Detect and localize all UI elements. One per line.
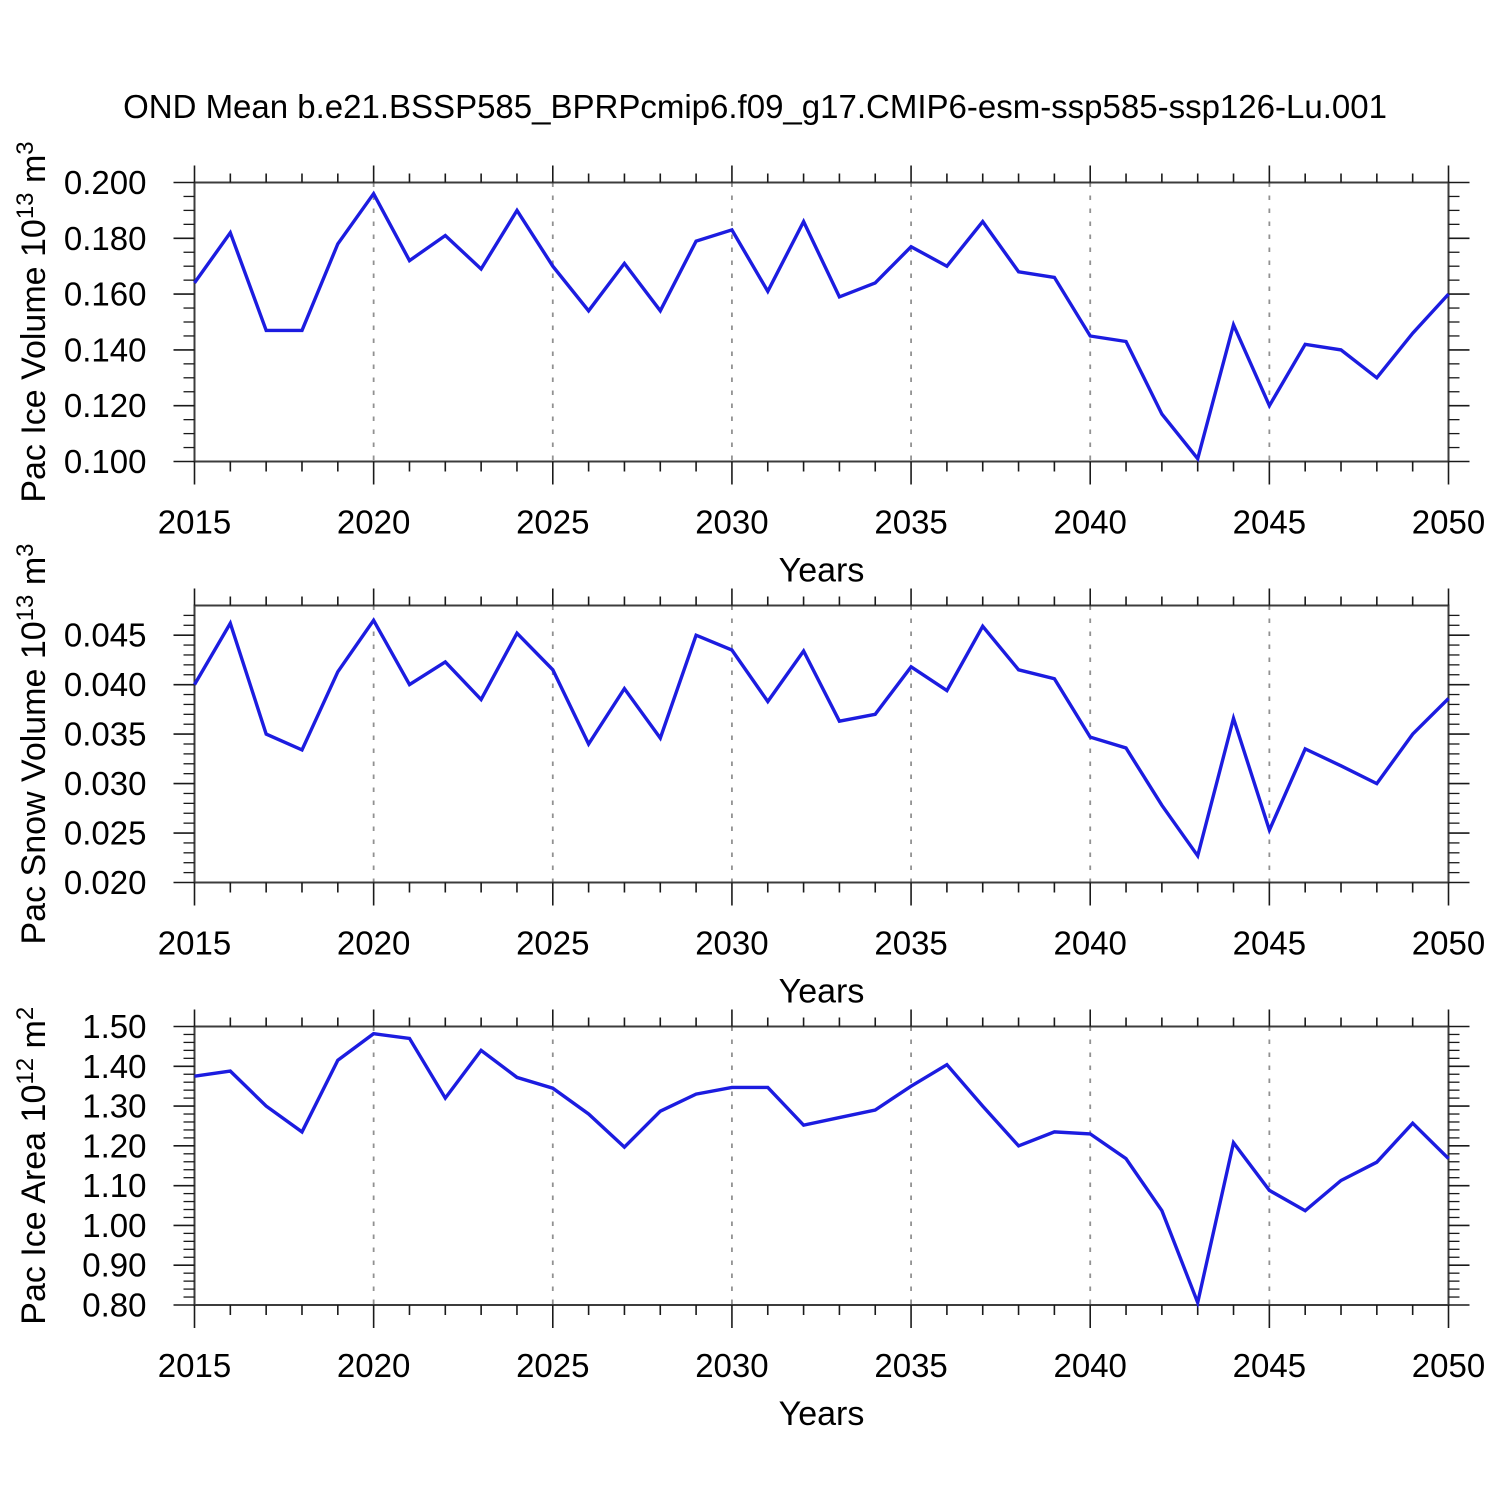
y-tick-label: 0.140 [64, 331, 147, 368]
panel-1: 0.100 0.120 0.140 0.160 0.180 0.200 2015 2020 20… [12, 141, 1485, 589]
x-tick-label: 2015 [158, 925, 231, 962]
data-line [193, 190, 1450, 463]
x-tick-label: 2040 [1054, 925, 1127, 962]
x-tick-label: 2045 [1233, 504, 1306, 541]
y-tick-label: 0.90 [82, 1247, 146, 1284]
y-tick-label: 1.30 [82, 1088, 146, 1125]
panel-frame [193, 604, 1450, 884]
y-tick-label: 0.200 [64, 164, 147, 201]
x-tick-label: 2020 [337, 504, 410, 541]
y-tick-label: 0.020 [64, 864, 147, 901]
x-tick-label: 2035 [874, 1347, 947, 1384]
figure-title: OND Mean b.e21.BSSP585_BPRPcmip6.f09_g17… [123, 88, 1387, 125]
x-tick-label: 2025 [516, 925, 589, 962]
y-axis-title: Pac Ice Volume 1013 m3 [12, 141, 53, 502]
y-tick-label: 0.100 [64, 443, 147, 480]
y-tick-label: 0.045 [64, 617, 147, 654]
x-tick-label: 2030 [695, 504, 768, 541]
y-tick-label: 1.50 [82, 1008, 146, 1045]
x-axis-title: Years [779, 1395, 865, 1433]
panel-2: 0.020 0.025 0.030 0.035 0.040 0.045 2015 2020 20… [12, 543, 1485, 1010]
data-line [194, 1031, 1450, 1309]
x-tick-label: 2035 [874, 925, 947, 962]
panel-3: 0.800.901.001.101.201.301.401.50 2015 2020… [12, 1007, 1485, 1433]
panel-frame [193, 1025, 1450, 1306]
y-tick-label: 0.80 [82, 1287, 146, 1324]
x-tick-label: 2015 [158, 504, 231, 541]
x-tick-label: 2015 [158, 1347, 231, 1384]
y-tick-label: 0.030 [64, 765, 147, 802]
y-tick-label: 1.10 [82, 1167, 146, 1204]
x-tick-label: 2040 [1054, 504, 1127, 541]
x-tick-label: 2050 [1412, 925, 1485, 962]
x-tick-label: 2020 [337, 925, 410, 962]
data-line [193, 617, 1450, 860]
x-tick-label: 2025 [516, 504, 589, 541]
y-tick-label: 0.035 [64, 716, 147, 753]
x-tick-label: 2030 [695, 1347, 768, 1384]
x-tick-label: 2025 [516, 1347, 589, 1384]
y-tick-label: 0.120 [64, 387, 147, 424]
x-axis-title: Years [779, 973, 865, 1011]
x-tick-label: 2030 [695, 925, 768, 962]
y-tick-label: 1.40 [82, 1048, 146, 1085]
x-tick-label: 2045 [1233, 1347, 1306, 1384]
x-tick-label: 2050 [1412, 1347, 1485, 1384]
x-tick-label: 2020 [337, 1347, 410, 1384]
y-axis-title: Pac Ice Area 1012 m2 [12, 1007, 53, 1325]
y-tick-label: 0.160 [64, 276, 147, 313]
x-tick-label: 2050 [1412, 504, 1485, 541]
x-tick-label: 2040 [1054, 1347, 1127, 1384]
y-tick-label: 0.025 [64, 815, 147, 852]
y-tick-label: 1.20 [82, 1127, 146, 1164]
y-tick-label: 0.180 [64, 220, 147, 257]
y-axis-title: Pac Snow Volume 1013 m3 [12, 543, 53, 944]
y-tick-label: 1.00 [82, 1207, 146, 1244]
y-tick-label: 0.040 [64, 666, 147, 703]
x-axis-title: Years [779, 552, 865, 590]
x-tick-label: 2035 [874, 504, 947, 541]
x-tick-label: 2045 [1233, 925, 1306, 962]
panel-frame [193, 181, 1450, 463]
